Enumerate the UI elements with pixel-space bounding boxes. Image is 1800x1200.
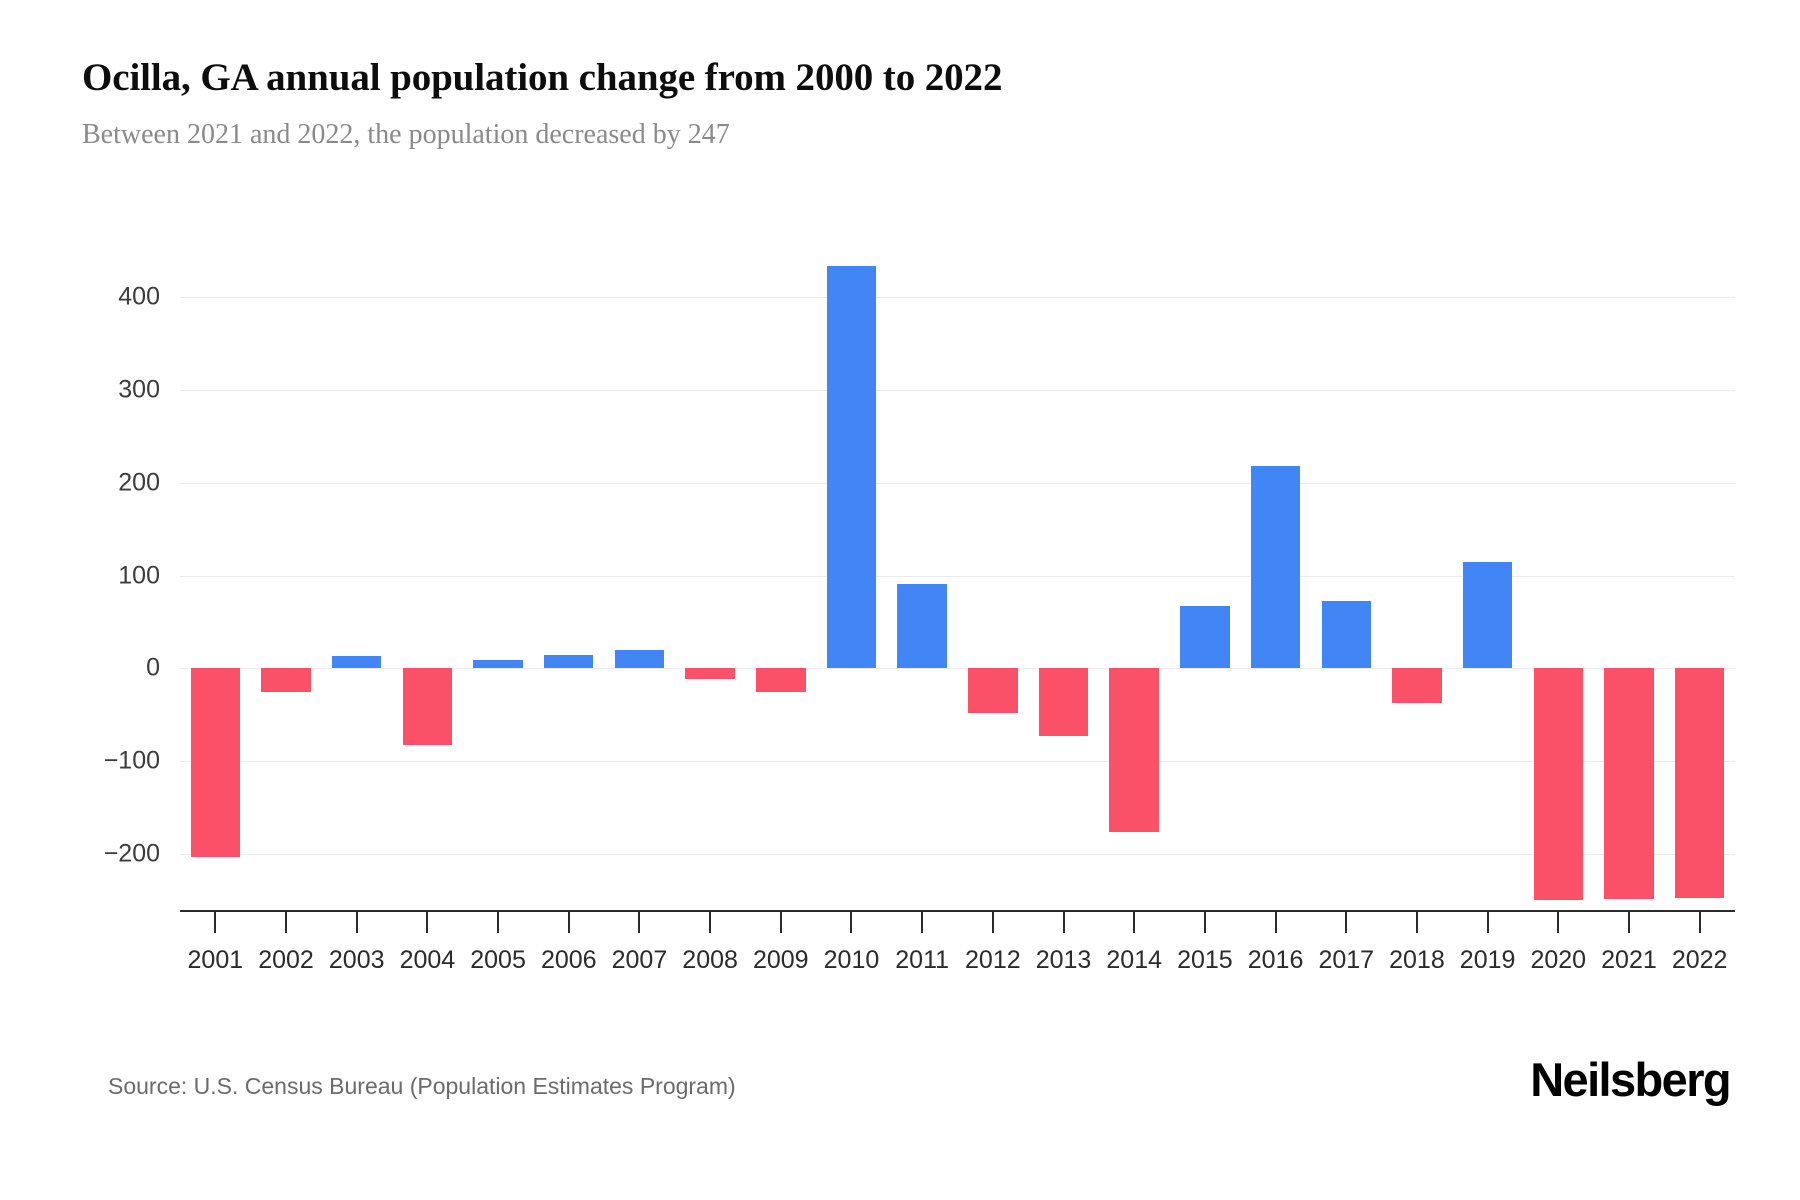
y-axis-tick-label: 0 (146, 653, 160, 682)
x-axis-tick (709, 911, 712, 933)
x-axis-tick (285, 911, 288, 933)
x-axis-tick (1203, 911, 1206, 933)
bar-2020[interactable] (1533, 668, 1584, 900)
x-axis-tick-label: 2015 (1177, 946, 1233, 974)
x-axis-tick (991, 911, 994, 933)
x-axis-tick-label: 2016 (1247, 946, 1304, 974)
x-axis-tick-label: 2013 (1035, 946, 1092, 974)
x-axis-tick-label: 2018 (1389, 946, 1445, 974)
x-axis-tick-label: 2012 (965, 946, 1021, 974)
gridline (180, 389, 1735, 391)
x-axis-tick (1133, 911, 1136, 933)
bar-2006[interactable] (544, 655, 594, 669)
bar-2016[interactable] (1250, 465, 1301, 669)
page-subtitle: Between 2021 and 2022, the population de… (82, 118, 730, 150)
x-axis-tick (355, 911, 358, 933)
gridline (180, 482, 1735, 484)
bar-2012[interactable] (968, 668, 1018, 714)
x-axis-tick (1062, 911, 1065, 933)
x-axis-tick (779, 911, 782, 933)
chart-header: Ocilla, GA annual population change from… (82, 56, 1682, 151)
x-axis-tick-label: 2017 (1318, 946, 1375, 974)
bar-2013[interactable] (1038, 668, 1089, 737)
x-axis-tick (1415, 911, 1418, 933)
bar-2008[interactable] (685, 668, 735, 679)
y-axis-tick-label: 300 (118, 375, 160, 404)
y-axis-tick-label: 400 (118, 282, 160, 311)
y-axis-tick-label: 200 (118, 468, 160, 497)
x-axis-tick (426, 911, 429, 933)
x-axis-tick (1557, 911, 1560, 933)
bar-2009[interactable] (756, 668, 806, 692)
page-title: Ocilla, GA annual population change from… (82, 56, 1003, 99)
x-axis-tick-label: 2022 (1671, 946, 1728, 974)
x-axis-tick-label: 2020 (1530, 946, 1587, 974)
gridline (180, 575, 1735, 577)
x-axis-tick (850, 911, 853, 933)
x-axis-tick (214, 911, 217, 933)
bar-2001[interactable] (190, 668, 241, 858)
bar-2015[interactable] (1180, 606, 1230, 669)
bar-2010[interactable] (826, 266, 877, 669)
bar-2017[interactable] (1321, 600, 1371, 669)
bar-2003[interactable] (331, 656, 382, 669)
source-note: Source: U.S. Census Bureau (Population E… (108, 1073, 736, 1099)
bar-2014[interactable] (1109, 668, 1159, 832)
bar-2007[interactable] (614, 649, 665, 669)
y-axis-tick-label: −100 (103, 746, 160, 775)
x-axis-tick-label: 2007 (611, 946, 668, 974)
y-axis-tick-label: −200 (103, 839, 160, 868)
x-axis-tick-label: 2014 (1106, 946, 1163, 974)
x-axis-tick-label: 2011 (895, 946, 950, 974)
gridline (180, 854, 1735, 856)
bar-2021[interactable] (1604, 668, 1654, 899)
x-axis-tick-label: 2001 (187, 946, 244, 974)
x-axis-tick (921, 911, 924, 933)
x-axis-tick (567, 911, 570, 933)
x-axis-tick-label: 2008 (682, 946, 738, 974)
x-axis-line (180, 910, 1735, 912)
bar-2019[interactable] (1462, 561, 1513, 669)
x-axis-tick-label: 2004 (399, 946, 456, 974)
bars-group (180, 255, 1735, 910)
plot-canvas (180, 255, 1735, 910)
gridline (180, 296, 1735, 298)
x-axis-tick (497, 911, 500, 933)
gridline (180, 761, 1735, 763)
x-axis-tick-label: 2006 (540, 946, 597, 974)
x-axis-tick (1274, 911, 1277, 933)
x-axis-tick-label: 2009 (752, 946, 809, 974)
x-axis-tick-label: 2010 (823, 946, 880, 974)
x-axis-tick-label: 2003 (328, 946, 385, 974)
bar-2018[interactable] (1392, 668, 1442, 703)
x-axis-tick-label: 2005 (470, 946, 526, 974)
x-axis-tick-label: 2002 (258, 946, 314, 974)
x-axis-labels: 2001 2002 2003 2004 2005 2006 2007 2008 2009 2010… (180, 946, 1735, 986)
gridline (180, 668, 1735, 670)
bar-2005[interactable] (473, 660, 523, 669)
bar-2002[interactable] (261, 668, 311, 692)
x-axis-tick (1698, 911, 1701, 933)
x-axis-tick-label: 2019 (1459, 946, 1516, 974)
bar-2022[interactable] (1674, 668, 1725, 898)
x-axis-tick-label: 2021 (1601, 946, 1657, 974)
bar-2004[interactable] (402, 668, 453, 745)
bar-2011[interactable] (897, 583, 947, 669)
x-axis-ticks (180, 911, 1735, 933)
x-axis-tick (1627, 911, 1630, 933)
y-axis-tick-label: 100 (118, 561, 160, 590)
brand-logo: Neilsberg (1530, 1053, 1731, 1106)
x-axis-tick (638, 911, 641, 933)
x-axis-tick (1345, 911, 1348, 933)
x-axis-tick (1486, 911, 1489, 933)
